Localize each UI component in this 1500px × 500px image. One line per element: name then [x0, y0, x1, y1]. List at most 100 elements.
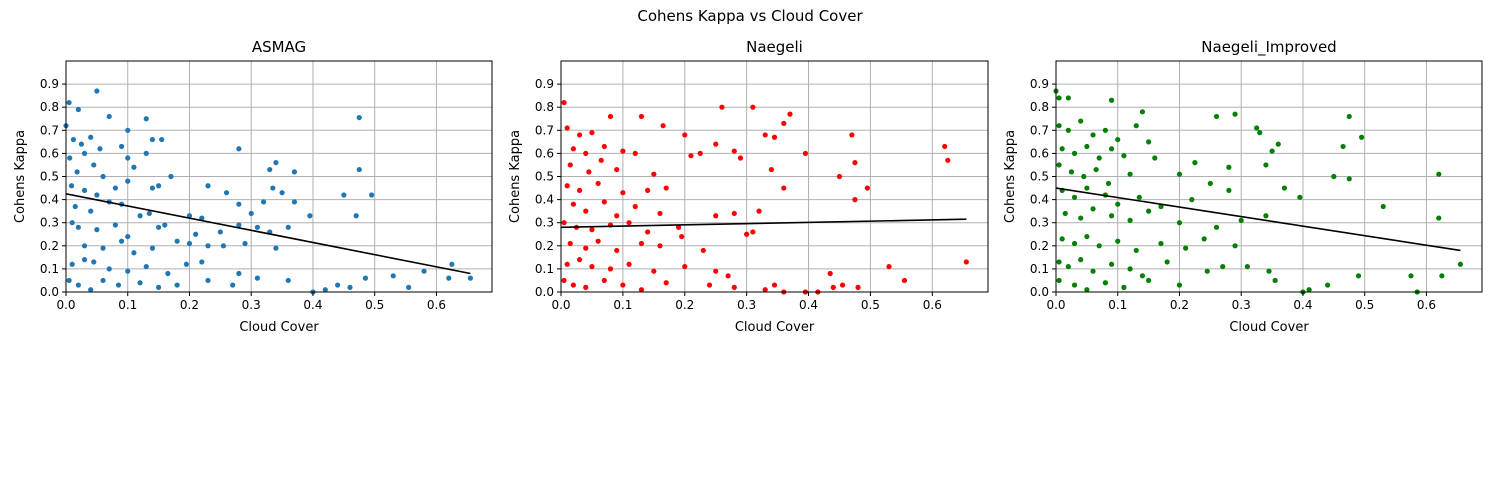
scatter-point: [91, 162, 97, 168]
scatter-point: [607, 266, 614, 272]
scatter-point: [1254, 125, 1260, 131]
scatter-point: [273, 160, 279, 166]
scatter-point: [657, 243, 663, 249]
scatter-point: [1325, 282, 1331, 288]
scatter-point: [632, 203, 638, 210]
y-tick-label: 0.7: [535, 123, 554, 137]
scatter-point: [756, 208, 762, 214]
scatter-point: [81, 187, 88, 193]
scatter-points: [561, 99, 969, 295]
scatter-point: [632, 150, 638, 156]
scatter-point: [576, 187, 583, 193]
x-tick-label: 0.3: [242, 298, 261, 312]
scatter-point: [1220, 263, 1226, 270]
scatter-point: [406, 284, 412, 290]
scatter-point: [100, 173, 106, 180]
scatter-points: [1053, 88, 1463, 295]
scatter-point: [713, 268, 719, 274]
scatter-point: [583, 245, 589, 251]
tick-labels: 0.0 0.1 0.2 0.3 0.4 0.5 0.6 0.0 0.1 0.2 0.3 0.4 0.5 0…: [535, 77, 942, 312]
scatter-point: [771, 134, 778, 140]
scatter-point: [1164, 259, 1170, 265]
scatter-point: [205, 277, 211, 284]
scatter-point: [69, 261, 75, 267]
y-tick-label: 0.7: [40, 123, 59, 137]
y-tick-label: 0.6: [535, 146, 554, 160]
scatter-point: [1176, 282, 1183, 288]
scatter-point: [1121, 153, 1127, 159]
y-tick-label: 0.2: [40, 239, 59, 253]
scatter-point: [583, 208, 589, 214]
x-tick-label: 0.4: [303, 298, 322, 312]
x-tick-label: 0.3: [737, 298, 756, 312]
scatter-point: [115, 282, 122, 288]
tick-labels: 0.0 0.1 0.2 0.3 0.4 0.5 0.6 0.0 0.1 0.2 0.3 0.4 0.5 0…: [40, 77, 446, 312]
scatter-point: [1127, 171, 1133, 177]
scatter-point: [285, 224, 291, 230]
x-tick-label: 0.6: [427, 298, 446, 312]
y-tick-label: 0.3: [40, 216, 59, 230]
scatter-point: [356, 166, 362, 173]
scatter-point: [679, 233, 685, 240]
scatter-point: [1152, 155, 1158, 161]
scatter-point: [1213, 113, 1220, 120]
scatter-point: [1127, 217, 1133, 223]
grid-lines: [65, 61, 492, 293]
scatter-point: [614, 213, 620, 219]
x-tick-label: 0.1: [1108, 298, 1127, 312]
scatter-point: [162, 222, 168, 228]
scatter-point: [719, 104, 725, 110]
scatter-point: [156, 224, 162, 230]
scatter-point: [1056, 123, 1062, 129]
scatter-point: [1127, 266, 1133, 272]
scatter-point: [570, 282, 576, 288]
y-tick-label: 0.4: [535, 193, 554, 207]
scatter-point: [589, 227, 595, 233]
scatter-point: [1355, 273, 1362, 279]
y-tick-label: 0.7: [1030, 123, 1049, 137]
scatter-point: [614, 247, 620, 254]
y-tick-label: 0.0: [1030, 285, 1049, 299]
scatter-point: [1146, 208, 1152, 214]
scatter-point: [1084, 233, 1090, 240]
y-tick-label: 0.9: [40, 77, 59, 91]
scatter-point: [1281, 185, 1288, 191]
scatter-point: [725, 273, 731, 279]
y-tick-label: 0.3: [535, 216, 554, 230]
scatter-point: [1346, 113, 1352, 120]
x-tick-label: 0.2: [1170, 298, 1189, 312]
scatter-point: [620, 148, 626, 154]
scatter-point: [1059, 146, 1065, 152]
scatter-point: [106, 266, 112, 272]
scatter-point: [802, 150, 809, 156]
scatter-point: [607, 113, 614, 120]
scatter-point: [586, 169, 592, 175]
plot-title: Naegeli_Improved: [1201, 38, 1336, 57]
scatter-point: [72, 203, 78, 210]
x-tick-label: 0.0: [56, 298, 75, 312]
scatter-point: [830, 284, 836, 290]
scatter-point: [1056, 162, 1062, 168]
scatter-point: [583, 150, 589, 156]
scatter-point: [1183, 245, 1189, 251]
scatter-point: [307, 213, 313, 219]
grid-lines: [1055, 61, 1482, 293]
scatter-point: [886, 263, 892, 270]
scatter-point: [146, 210, 152, 217]
scatter-point: [781, 185, 787, 191]
scatter-point: [1071, 194, 1078, 200]
y-tick-label: 0.9: [1030, 77, 1049, 91]
scatter-point: [787, 111, 793, 117]
scatter-point: [1213, 224, 1220, 230]
scatter-point: [744, 231, 750, 237]
scatter-point: [1192, 160, 1198, 166]
scatter-point: [1084, 143, 1090, 150]
scatter-point: [174, 282, 180, 288]
scatter-point: [66, 99, 72, 106]
scatter-point: [781, 120, 787, 126]
scatter-point: [1204, 268, 1210, 274]
scatter-point: [1380, 203, 1386, 210]
scatter-point: [186, 213, 193, 219]
x-tick-label: 0.0: [551, 298, 570, 312]
